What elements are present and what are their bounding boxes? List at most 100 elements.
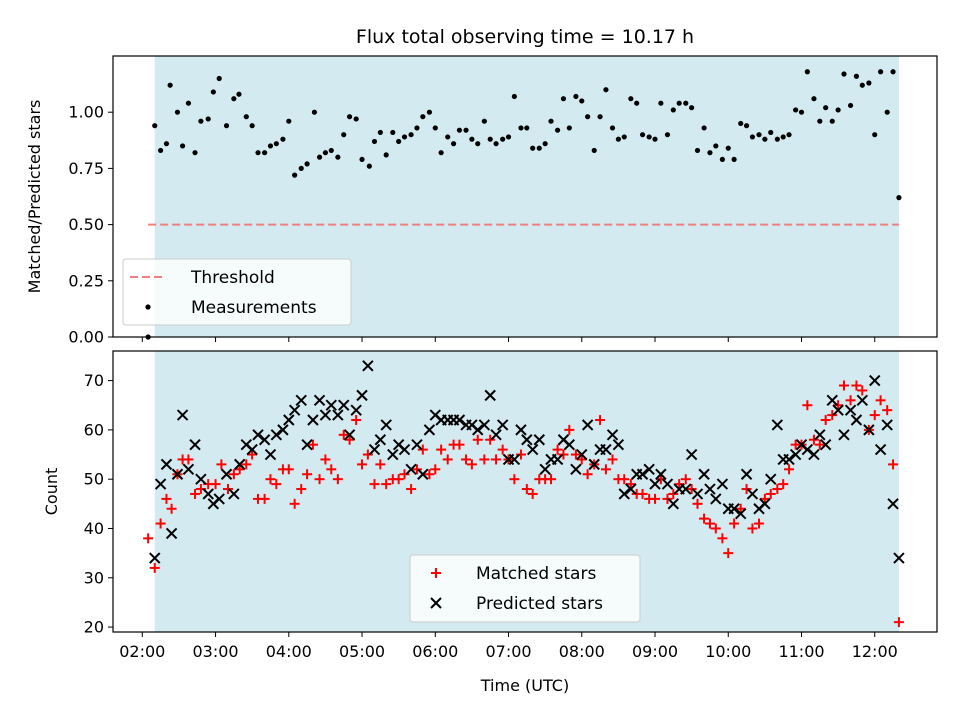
matched-star-point (149, 562, 160, 573)
legend-plus-glyph (431, 568, 441, 578)
matched-star-point (552, 444, 563, 455)
ratio-y-tick-label: 0.00 (68, 328, 104, 347)
measurement-point (823, 105, 829, 111)
measurement-point (414, 125, 420, 131)
measurement-point (713, 143, 719, 149)
matched-star-point (442, 454, 453, 465)
measurement-point (341, 132, 347, 138)
matched-star-point (210, 479, 221, 490)
predicted-star-point (387, 448, 399, 461)
measurement-point (579, 98, 585, 104)
measurement-point (328, 147, 334, 154)
measurement-point (603, 87, 609, 93)
measurement-point (780, 134, 786, 140)
matched-star-point (289, 498, 300, 509)
predicted-star-point (496, 419, 509, 431)
matched-star-point (619, 474, 630, 485)
measurement-point (878, 69, 884, 75)
time-x-tick-label: 07:00 (485, 642, 531, 661)
measurement-point (536, 145, 542, 151)
predicted-star-point (405, 463, 417, 476)
measurement-point (249, 123, 255, 129)
predicted-star-point (863, 424, 875, 436)
ratio-y-tick-label: 1.00 (68, 103, 104, 122)
matched-star-point (778, 479, 789, 490)
measurement-point (768, 129, 774, 136)
predicted-star-point (533, 434, 545, 446)
count-y-tick-label: 40 (84, 519, 104, 538)
predicted-star-point (576, 448, 588, 461)
legend-measurements-label: Measurements (191, 298, 317, 318)
measurement-point (573, 93, 579, 100)
matched-star-point (869, 410, 880, 421)
measurement-point (615, 136, 621, 142)
predicted-star-point (551, 453, 564, 466)
matched-star-point (668, 488, 679, 499)
measurement-point (707, 150, 713, 156)
measurement-point (231, 96, 237, 102)
predicted-star-point (570, 463, 582, 476)
matched-star-point (283, 464, 294, 475)
predicted-star-point (508, 453, 521, 466)
matched-star-point (655, 474, 666, 485)
measurement-point (463, 127, 469, 133)
predicted-star-point (453, 414, 466, 426)
matched-star-point (381, 479, 392, 490)
matched-star-point (600, 464, 611, 475)
predicted-star-point (313, 394, 326, 407)
measurement-point (798, 109, 805, 115)
predicted-star-point (680, 483, 692, 495)
count-y-tick-label: 30 (84, 568, 104, 587)
matched-star-point (326, 464, 337, 475)
measurement-point (273, 141, 279, 147)
time-x-tick-label: 12:00 (852, 642, 898, 661)
predicted-star-point (649, 478, 661, 490)
measurement-point (210, 89, 216, 95)
measurement-point (236, 91, 242, 97)
measurement-point (542, 141, 548, 147)
predicted-star-point (380, 419, 392, 431)
measurement-point (524, 125, 530, 131)
matched-star-point (338, 429, 349, 440)
measurement-point (689, 105, 695, 111)
matched-star-point (808, 434, 819, 445)
time-x-tick-label: 02:00 (119, 642, 165, 661)
measurement-point (738, 120, 744, 127)
measurement-point (401, 134, 408, 140)
predicted-star-point (368, 443, 381, 456)
predicted-star-point (154, 478, 167, 490)
measurement-point (262, 150, 268, 156)
measurement-point (174, 109, 181, 115)
matched-star-point (704, 518, 715, 529)
measurement-point (298, 165, 304, 171)
matched-star-point (546, 474, 557, 485)
measurement-point (847, 102, 854, 109)
predicted-star-point (771, 419, 784, 431)
measurement-point (377, 129, 383, 136)
matched-star-point (765, 488, 776, 499)
predicted-star-point (356, 389, 368, 402)
matched-star-point (650, 493, 661, 504)
predicted-star-point (716, 478, 729, 490)
predicted-star-point (539, 463, 551, 476)
predicted-star-point (685, 448, 698, 461)
measurement-point (192, 150, 198, 156)
time-x-tick-label: 03:00 (192, 642, 238, 661)
measurement-point (167, 82, 173, 88)
measurement-point (896, 195, 902, 201)
matched-star-point (314, 474, 325, 485)
predicted-star-point (202, 488, 214, 500)
time-x-tick-label: 11:00 (778, 642, 824, 661)
matched-star-point (234, 464, 245, 475)
measurement-point (359, 156, 365, 163)
measurement-point (205, 116, 211, 122)
predicted-star-point (398, 443, 411, 456)
matched-star-point (570, 449, 581, 460)
matched-star-point (759, 493, 770, 504)
predicted-star-point (270, 429, 283, 441)
predicted-star-point (423, 424, 436, 436)
predicted-star-point (484, 389, 496, 402)
measurement-point (853, 73, 860, 79)
time-x-tick-label: 06:00 (412, 642, 458, 661)
